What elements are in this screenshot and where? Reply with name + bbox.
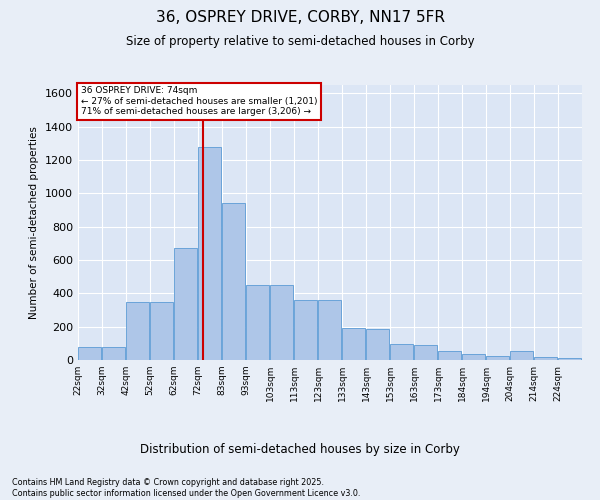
Bar xyxy=(438,351,461,360)
Bar xyxy=(294,300,317,360)
Text: Distribution of semi-detached houses by size in Corby: Distribution of semi-detached houses by … xyxy=(140,442,460,456)
Bar xyxy=(414,345,437,360)
Bar xyxy=(102,346,125,360)
Text: 36, OSPREY DRIVE, CORBY, NN17 5FR: 36, OSPREY DRIVE, CORBY, NN17 5FR xyxy=(155,10,445,25)
Bar xyxy=(390,344,413,360)
Bar xyxy=(318,300,341,360)
Text: 36 OSPREY DRIVE: 74sqm
← 27% of semi-detached houses are smaller (1,201)
71% of : 36 OSPREY DRIVE: 74sqm ← 27% of semi-det… xyxy=(80,86,317,116)
Bar xyxy=(270,285,293,360)
Bar xyxy=(510,351,533,360)
Bar xyxy=(558,358,581,360)
Bar xyxy=(486,356,509,360)
Bar xyxy=(150,302,173,360)
Text: Contains HM Land Registry data © Crown copyright and database right 2025.
Contai: Contains HM Land Registry data © Crown c… xyxy=(12,478,361,498)
Y-axis label: Number of semi-detached properties: Number of semi-detached properties xyxy=(29,126,40,319)
Text: Size of property relative to semi-detached houses in Corby: Size of property relative to semi-detach… xyxy=(125,35,475,48)
Bar xyxy=(198,146,221,360)
Bar xyxy=(174,248,197,360)
Bar xyxy=(462,354,485,360)
Bar xyxy=(366,329,389,360)
Bar xyxy=(246,285,269,360)
Bar xyxy=(126,302,149,360)
Bar xyxy=(78,346,101,360)
Bar xyxy=(222,204,245,360)
Bar xyxy=(342,328,365,360)
Bar xyxy=(534,356,557,360)
